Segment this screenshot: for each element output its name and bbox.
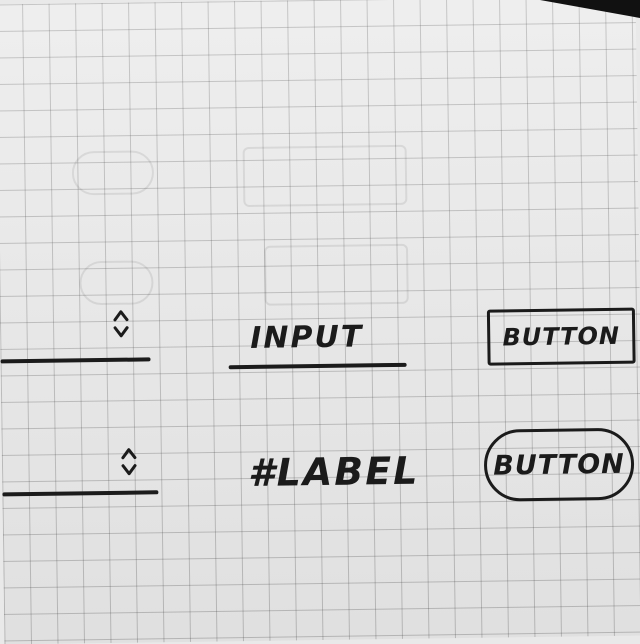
rect-button-label: BUTTON (502, 321, 621, 352)
up-down-chevron-icon (113, 310, 129, 338)
stepper-1[interactable] (112, 309, 130, 339)
field-underline-1 (0, 357, 151, 364)
erased-sketch-2 (242, 144, 408, 208)
rect-button[interactable]: BUTTON (486, 307, 636, 366)
background-corner (540, 0, 640, 18)
stepper-2[interactable] (120, 447, 138, 477)
label-text: #LABEL (247, 448, 420, 496)
pill-button[interactable]: BUTTON (483, 427, 635, 502)
erased-sketch-1 (71, 150, 155, 196)
field-underline-2 (2, 490, 159, 497)
pill-button-label: BUTTON (493, 448, 626, 482)
input-field-label[interactable]: INPUT (250, 319, 364, 356)
erased-sketch-3 (79, 260, 154, 306)
up-down-chevron-icon (121, 448, 137, 476)
input-field-underline (228, 362, 407, 370)
erased-sketch-4 (263, 243, 409, 306)
